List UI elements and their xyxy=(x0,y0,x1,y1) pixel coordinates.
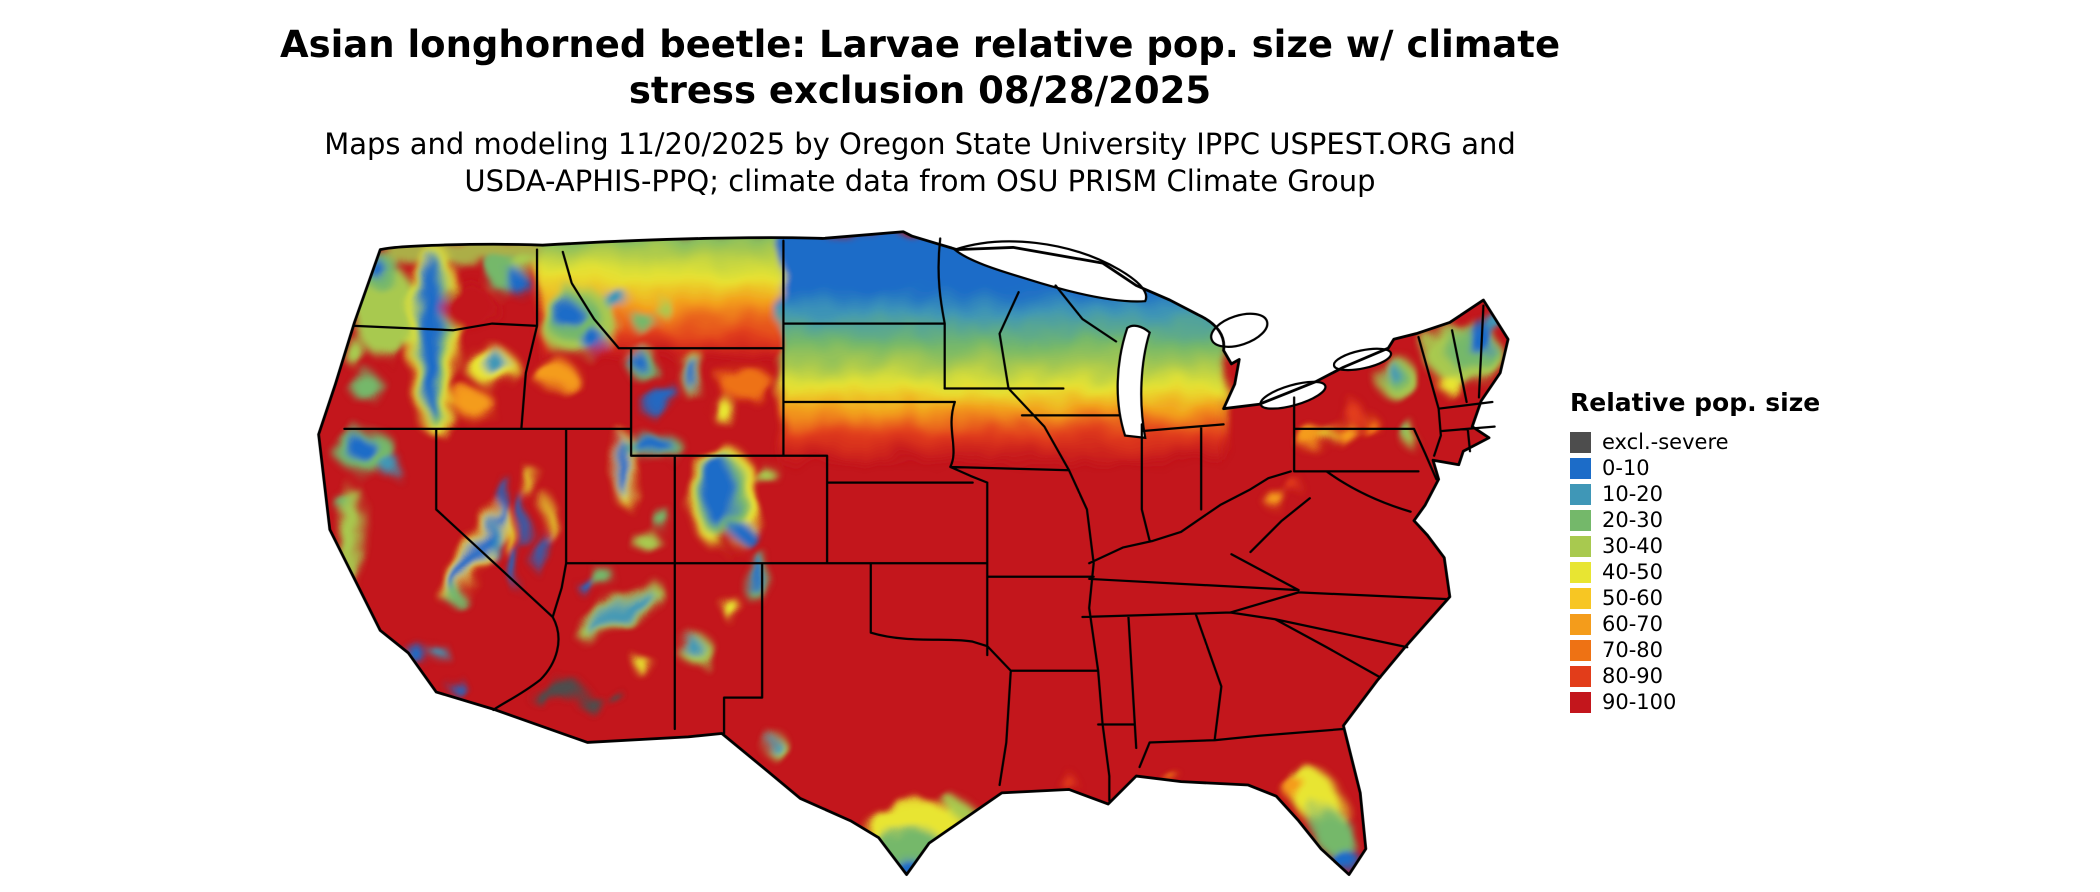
lake-huron xyxy=(1210,312,1269,348)
legend-label: 0-10 xyxy=(1602,456,1650,480)
legend-item: 20-30 xyxy=(1570,507,1820,533)
legend-label: 70-80 xyxy=(1602,638,1664,662)
lake-superior xyxy=(952,240,1148,303)
legend-title: Relative pop. size xyxy=(1570,388,1821,417)
legend-item: 60-70 xyxy=(1570,611,1820,637)
legend-label: 30-40 xyxy=(1602,534,1664,558)
legend-item: 30-40 xyxy=(1570,533,1820,559)
page-subtitle: Maps and modeling 11/20/2025 by Oregon S… xyxy=(324,126,1516,200)
lake-michigan xyxy=(1116,324,1151,440)
legend-label: excl.-severe xyxy=(1602,430,1729,454)
legend-item: 0-10 xyxy=(1570,455,1820,481)
legend-swatch-excl-severe xyxy=(1570,431,1591,453)
legend-swatch-30-40 xyxy=(1570,535,1591,557)
legend-swatch-10-20 xyxy=(1570,483,1591,505)
great-lakes xyxy=(952,240,1393,440)
legend-item: 40-50 xyxy=(1570,559,1820,585)
us-map xyxy=(285,216,1517,888)
us-outline xyxy=(317,230,1510,876)
map-legend: Relative pop. size excl.-severe 0-10 10-… xyxy=(1570,388,1820,715)
legend-label: 60-70 xyxy=(1602,612,1664,636)
legend-swatch-60-70 xyxy=(1570,613,1591,635)
legend-swatch-80-90 xyxy=(1570,665,1591,687)
subtitle-line1: Maps and modeling 11/20/2025 by Oregon S… xyxy=(324,127,1516,161)
legend-item: 50-60 xyxy=(1570,585,1820,611)
legend-item: 80-90 xyxy=(1570,663,1820,689)
page-title: Asian longhorned beetle: Larvae relative… xyxy=(280,22,1560,114)
state-borders xyxy=(343,237,1496,802)
legend-swatch-50-60 xyxy=(1570,587,1591,609)
legend-swatch-40-50 xyxy=(1570,561,1591,583)
legend-items: excl.-severe 0-10 10-20 20-30 30-40 40-5… xyxy=(1570,429,1820,715)
subtitle-line2: USDA-APHIS-PPQ; climate data from OSU PR… xyxy=(464,164,1376,198)
us-map-svg xyxy=(317,230,1510,876)
legend-swatch-90-100 xyxy=(1570,691,1591,713)
legend-label: 50-60 xyxy=(1602,586,1664,610)
raster-layer xyxy=(318,231,1509,875)
legend-swatch-0-10 xyxy=(1570,457,1591,479)
legend-label: 20-30 xyxy=(1602,508,1664,532)
legend-label: 90-100 xyxy=(1602,690,1677,714)
legend-label: 80-90 xyxy=(1602,664,1664,688)
legend-item: 70-80 xyxy=(1570,637,1820,663)
legend-item: 90-100 xyxy=(1570,689,1820,715)
legend-label: 40-50 xyxy=(1602,560,1664,584)
legend-item: excl.-severe xyxy=(1570,429,1820,455)
legend-swatch-70-80 xyxy=(1570,639,1591,661)
legend-swatch-20-30 xyxy=(1570,509,1591,531)
title-line2: stress exclusion 08/28/2025 xyxy=(628,69,1212,112)
legend-item: 10-20 xyxy=(1570,481,1820,507)
title-line1: Asian longhorned beetle: Larvae relative… xyxy=(279,23,1561,66)
legend-label: 10-20 xyxy=(1602,482,1664,506)
